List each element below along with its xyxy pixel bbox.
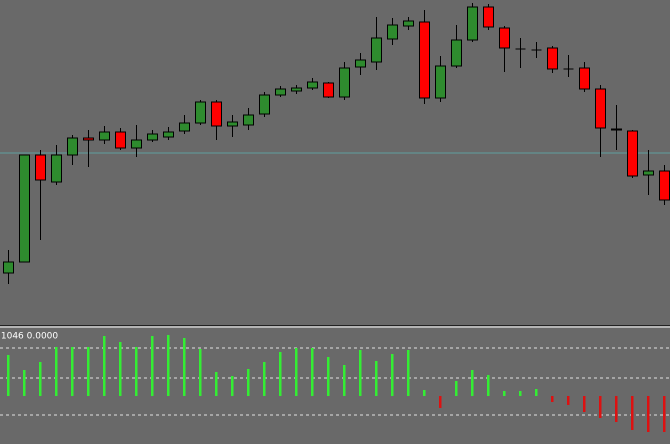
histogram-bar	[567, 396, 570, 405]
histogram-bar	[55, 347, 58, 396]
histogram-bar	[247, 369, 250, 396]
candle-body	[659, 170, 670, 201]
candle-body	[227, 121, 238, 127]
candle-body	[243, 114, 254, 126]
candle-body	[51, 154, 62, 183]
histogram-bar	[183, 338, 186, 396]
histogram-bar	[471, 370, 474, 396]
histogram-bar	[263, 362, 266, 396]
histogram-bar	[519, 391, 522, 396]
candle-body	[67, 137, 78, 156]
histogram-bar	[119, 342, 122, 396]
histogram-bar	[327, 357, 330, 396]
candle-body	[115, 131, 126, 149]
histogram-bar	[311, 348, 314, 396]
histogram-bar	[199, 349, 202, 396]
histogram-bar	[215, 372, 218, 396]
histogram-bar	[487, 375, 490, 396]
histogram-bar	[295, 348, 298, 396]
histogram-bar	[407, 350, 410, 396]
histogram-bar	[231, 376, 234, 396]
histogram-bar	[615, 396, 618, 422]
histogram-bar	[391, 354, 394, 396]
candle-body	[387, 24, 398, 40]
histogram-bar	[631, 396, 634, 430]
candle-body	[291, 87, 302, 92]
histogram-bar	[359, 350, 362, 396]
candle-body	[99, 131, 110, 141]
candle-body	[451, 39, 462, 67]
candle-body	[643, 170, 654, 176]
candle-body	[435, 65, 446, 99]
candle-body	[547, 47, 558, 70]
histogram-bar	[151, 336, 154, 396]
candle-body	[371, 37, 382, 63]
candle-body	[131, 139, 142, 149]
candle-body	[83, 137, 94, 141]
histogram-bar	[87, 347, 90, 396]
histogram-bar	[103, 336, 106, 396]
candle-body	[259, 94, 270, 115]
candle-body	[179, 122, 190, 132]
candle-body	[611, 128, 622, 131]
histogram-bar	[39, 362, 42, 396]
candle-body	[163, 131, 174, 138]
candle-body	[35, 154, 46, 181]
histogram-bar	[551, 396, 554, 402]
histogram-bar	[135, 347, 138, 396]
histogram-bar	[439, 396, 442, 408]
histogram-bar	[7, 355, 10, 396]
histogram-bar	[647, 396, 650, 432]
histogram-bar	[343, 365, 346, 396]
candle-body	[403, 20, 414, 27]
candle-body	[595, 88, 606, 129]
histogram-bar	[23, 370, 26, 396]
candle-body	[195, 101, 206, 124]
candle-body	[323, 82, 334, 98]
histogram-bar	[599, 396, 602, 418]
indicator-label: .1046 0.0000	[0, 332, 58, 342]
histogram-bar	[535, 389, 538, 396]
candle-body	[467, 6, 478, 41]
histogram-bar	[167, 335, 170, 396]
candle-body	[307, 81, 318, 89]
histogram-bar	[455, 381, 458, 396]
histogram-bar	[279, 352, 282, 396]
candle-body	[275, 88, 286, 96]
candle-body	[483, 6, 494, 28]
candle-body	[419, 21, 430, 99]
candle-body	[147, 133, 158, 141]
histogram-bar	[375, 361, 378, 396]
candle-body	[19, 154, 30, 263]
candle-body	[579, 67, 590, 90]
histogram-bar	[71, 347, 74, 396]
candle-body	[211, 101, 222, 127]
histogram-bar	[423, 390, 426, 396]
histogram-bar	[583, 396, 586, 412]
histogram-bar	[503, 391, 506, 396]
candle-body	[627, 130, 638, 177]
candle-body	[499, 27, 510, 49]
candle-body	[3, 261, 14, 274]
histogram-bar	[663, 396, 666, 432]
candle-body	[355, 59, 366, 68]
candle-body	[339, 67, 350, 98]
